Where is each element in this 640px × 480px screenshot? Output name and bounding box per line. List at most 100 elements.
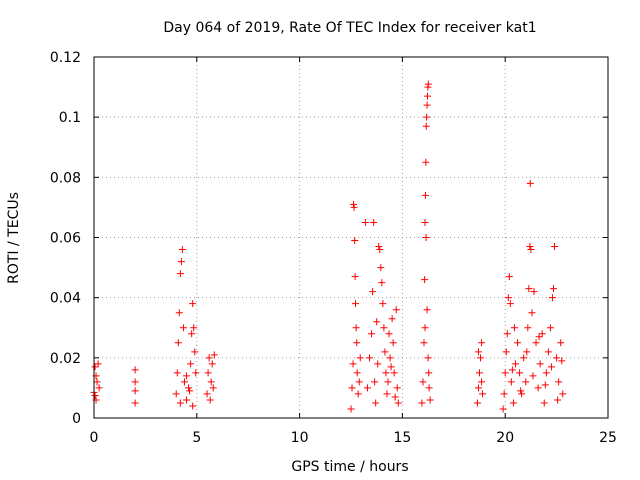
data-point-plus xyxy=(540,399,548,407)
data-point-plus xyxy=(390,369,398,377)
data-point-plus xyxy=(421,276,429,284)
data-point-plus xyxy=(474,384,482,392)
data-point-plus xyxy=(422,122,430,130)
data-point-plus xyxy=(192,369,200,377)
data-point-plus xyxy=(534,384,542,392)
x-tick-label: 0 xyxy=(90,430,99,446)
data-point-plus xyxy=(95,384,103,392)
data-point-plus xyxy=(204,369,212,377)
data-point-plus xyxy=(541,381,549,389)
data-point-plus xyxy=(383,390,391,398)
data-point-plus xyxy=(538,330,546,338)
data-point-plus xyxy=(348,384,356,392)
data-point-plus xyxy=(355,378,363,386)
data-point-plus xyxy=(500,390,508,398)
data-point-plus xyxy=(423,92,431,100)
data-point-plus xyxy=(183,372,191,380)
data-point-plus xyxy=(174,339,182,347)
data-point-plus xyxy=(363,384,371,392)
data-point-plus xyxy=(207,378,215,386)
data-point-plus xyxy=(177,258,185,266)
data-point-plus xyxy=(391,393,399,401)
data-point-plus xyxy=(347,405,355,413)
data-point-plus xyxy=(372,399,380,407)
data-point-plus xyxy=(550,285,558,293)
data-point-plus xyxy=(186,387,194,395)
data-point-plus xyxy=(517,387,525,395)
data-point-plus xyxy=(349,200,357,208)
data-point-plus xyxy=(190,324,198,332)
data-point-plus xyxy=(477,354,485,362)
y-tick-label: 0.04 xyxy=(50,291,81,307)
data-point-plus xyxy=(176,270,184,278)
data-point-plus xyxy=(419,378,427,386)
data-point-plus xyxy=(478,339,486,347)
data-point-plus xyxy=(536,360,544,368)
data-point-plus xyxy=(353,369,361,377)
data-point-plus xyxy=(548,294,556,302)
y-tick-label: 0.06 xyxy=(50,231,81,247)
data-point-plus xyxy=(504,294,512,302)
x-tick-label: 25 xyxy=(599,430,617,446)
data-point-plus xyxy=(94,360,102,368)
data-point-plus xyxy=(131,399,139,407)
data-point-plus xyxy=(386,354,394,362)
data-point-plus xyxy=(93,378,101,386)
data-point-plus xyxy=(421,324,429,332)
data-point-plus xyxy=(544,348,552,356)
data-point-plus xyxy=(506,300,514,308)
data-point-plus xyxy=(178,246,186,254)
data-point-plus xyxy=(91,391,99,399)
y-tick-label: 0.08 xyxy=(50,170,81,186)
data-point-plus xyxy=(393,384,401,392)
data-point-plus xyxy=(206,396,214,404)
data-point-plus xyxy=(425,369,433,377)
data-point-plus xyxy=(208,360,216,368)
y-tick-labels: 0 0.02 0.04 0.06 0.08 0.1 0.12 xyxy=(50,50,81,427)
data-point-plus xyxy=(418,399,426,407)
data-point-plus xyxy=(554,396,562,404)
data-point-plus xyxy=(91,363,99,371)
data-point-plus xyxy=(423,101,431,109)
data-point-plus xyxy=(555,378,563,386)
data-point-plus xyxy=(380,324,388,332)
data-point-plus xyxy=(503,330,511,338)
data-point-plus xyxy=(558,357,566,365)
y-tick-label: 0.02 xyxy=(50,351,81,367)
data-point-plus xyxy=(557,339,565,347)
axis-ticks xyxy=(93,56,609,419)
data-point-plus xyxy=(369,288,377,296)
data-point-plus xyxy=(525,285,533,293)
data-point-plus xyxy=(176,399,184,407)
data-point-plus xyxy=(421,191,429,199)
data-point-plus xyxy=(185,384,193,392)
y-tick-label: 0.1 xyxy=(59,110,81,126)
data-point-plus xyxy=(551,243,559,251)
data-point-plus xyxy=(173,369,181,377)
data-point-plus xyxy=(423,306,431,314)
data-point-plus xyxy=(526,243,534,251)
data-point-plus xyxy=(205,354,213,362)
data-point-plus xyxy=(542,369,550,377)
data-point-plus xyxy=(180,378,188,386)
y-tick-label: 0 xyxy=(72,411,81,427)
data-point-plus xyxy=(374,360,382,368)
data-point-plus xyxy=(559,390,567,398)
data-point-plus xyxy=(351,273,359,281)
data-point-plus xyxy=(183,396,191,404)
data-point-plus xyxy=(426,396,434,404)
data-point-plus xyxy=(381,348,389,356)
data-point-plus xyxy=(350,203,358,211)
data-point-plus xyxy=(389,339,397,347)
data-point-plus xyxy=(421,218,429,226)
data-point-plus xyxy=(526,179,534,187)
data-point-plus xyxy=(522,378,530,386)
data-point-plus xyxy=(387,363,395,371)
data-point-plus xyxy=(553,354,561,362)
data-point-plus xyxy=(388,315,396,323)
data-point-plus xyxy=(187,360,195,368)
x-axis-label: GPS time / hours xyxy=(291,459,408,475)
data-point-plus xyxy=(375,243,383,251)
data-point-plus xyxy=(352,324,360,332)
data-point-plus xyxy=(392,306,400,314)
